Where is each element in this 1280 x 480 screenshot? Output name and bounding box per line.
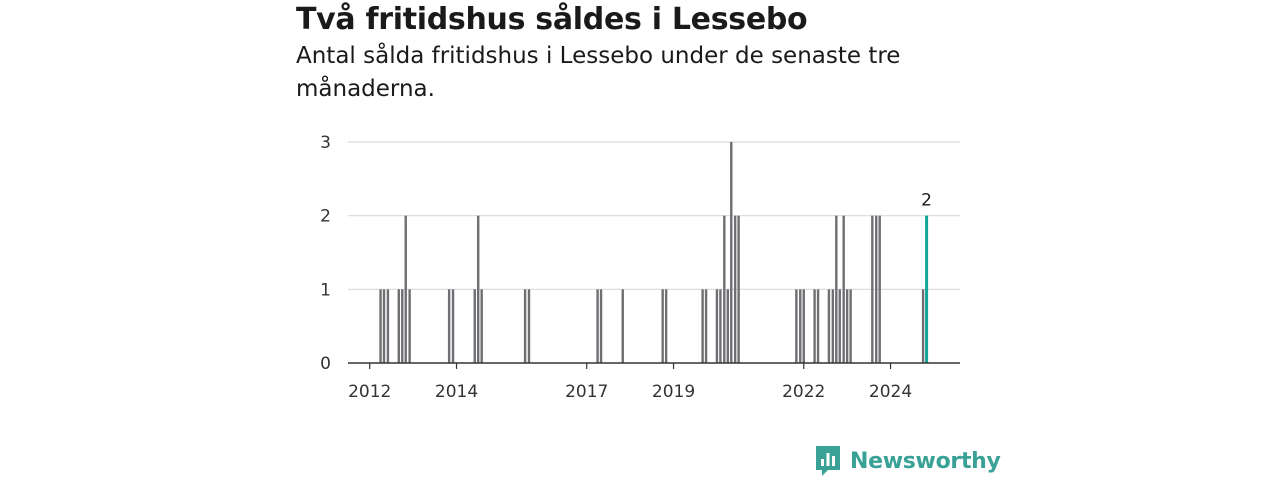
y-tick-label: 2 [320,207,331,227]
bar [816,289,820,363]
bar [795,289,798,363]
x-tick-label: 2014 [435,382,478,402]
highlight-value-label: 2 [921,191,932,211]
bar [596,289,599,363]
bar [715,289,719,363]
bar [397,289,400,363]
bar [827,289,831,363]
bar [477,215,480,363]
newsworthy-logo-icon [816,446,840,476]
bar [813,289,816,363]
bar [802,289,805,363]
bar [408,289,411,363]
x-tick-label: 2012 [348,382,391,402]
bar [451,289,455,363]
bar [831,289,835,363]
x-tick-label: 2017 [565,382,608,402]
bar [523,289,527,363]
bar [382,289,386,363]
brand-name: Newsworthy [850,448,1001,474]
bar [733,215,737,363]
bar [737,215,740,363]
brand: Newsworthy [814,444,1001,478]
highlight-bar [925,215,929,363]
bar [447,289,451,363]
y-tick-label: 3 [320,133,331,153]
bar [527,289,531,363]
bars: 2 [379,142,932,363]
bar [379,289,382,363]
y-tick-label: 0 [320,354,331,374]
x-tick-label: 2024 [869,382,912,402]
grid-lines [348,141,960,290]
bar [473,289,476,363]
bar [921,289,925,363]
bar [799,289,802,363]
x-tick-label: 2019 [652,382,695,402]
bar [871,215,874,363]
bar [664,289,668,363]
bar [661,289,664,363]
bar [701,289,704,363]
bar [835,215,838,363]
bar [849,289,852,363]
bar [875,215,878,363]
bar [730,142,733,363]
bar [878,215,881,363]
x-tick-label: 2022 [782,382,825,402]
bar [386,289,390,363]
bar [621,289,624,363]
chart-subtitle: Antal sålda fritidshus i Lessebo under d… [296,43,901,102]
axes: 0 1 2 3 2012 2014 2017 2019 2022 2024 [320,133,960,402]
y-tick-label: 1 [320,280,331,300]
bar [480,289,483,363]
bar [726,289,729,363]
bar [704,289,708,363]
bar [599,289,603,363]
bar [719,289,722,363]
chart-title: Två fritidshus såldes i Lessebo [296,2,808,37]
bar [838,289,841,363]
bar [845,289,849,363]
bar [723,215,726,363]
bar [404,215,407,363]
bar [401,289,404,363]
bar [842,215,845,363]
